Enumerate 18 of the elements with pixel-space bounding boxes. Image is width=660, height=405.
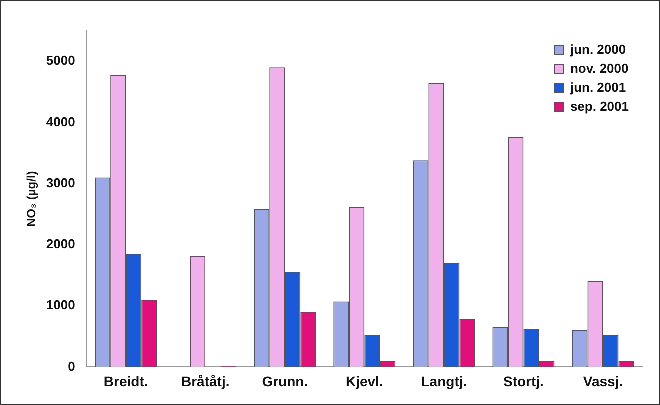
x-tick-label: Vassj. <box>583 373 624 390</box>
x-tick-label: Langtj. <box>421 373 468 390</box>
legend-label: jun. 2000 <box>569 42 626 58</box>
x-tick-label: Breidt. <box>104 373 148 390</box>
y-tick-label: 5000 <box>46 53 76 68</box>
y-tick-label: 3000 <box>46 175 76 190</box>
legend-label: nov. 2000 <box>570 61 629 76</box>
x-tick-label: Kjevl. <box>346 373 384 390</box>
y-tick-label: 4000 <box>46 114 76 130</box>
x-tick-label: Bråtåtj. <box>181 373 230 390</box>
x-tick-label: Stortj. <box>503 373 544 390</box>
legend-label: jun. 2001 <box>569 80 626 96</box>
y-tick-label: 0 <box>68 358 76 374</box>
y-axis-title: NO₃ (µg/l) <box>24 171 39 227</box>
y-tick-label: 2000 <box>46 236 76 252</box>
x-tick-label: Grunn. <box>262 373 308 390</box>
y-tick-label: 1000 <box>46 298 76 313</box>
legend-label: sep. 2001 <box>570 99 629 114</box>
